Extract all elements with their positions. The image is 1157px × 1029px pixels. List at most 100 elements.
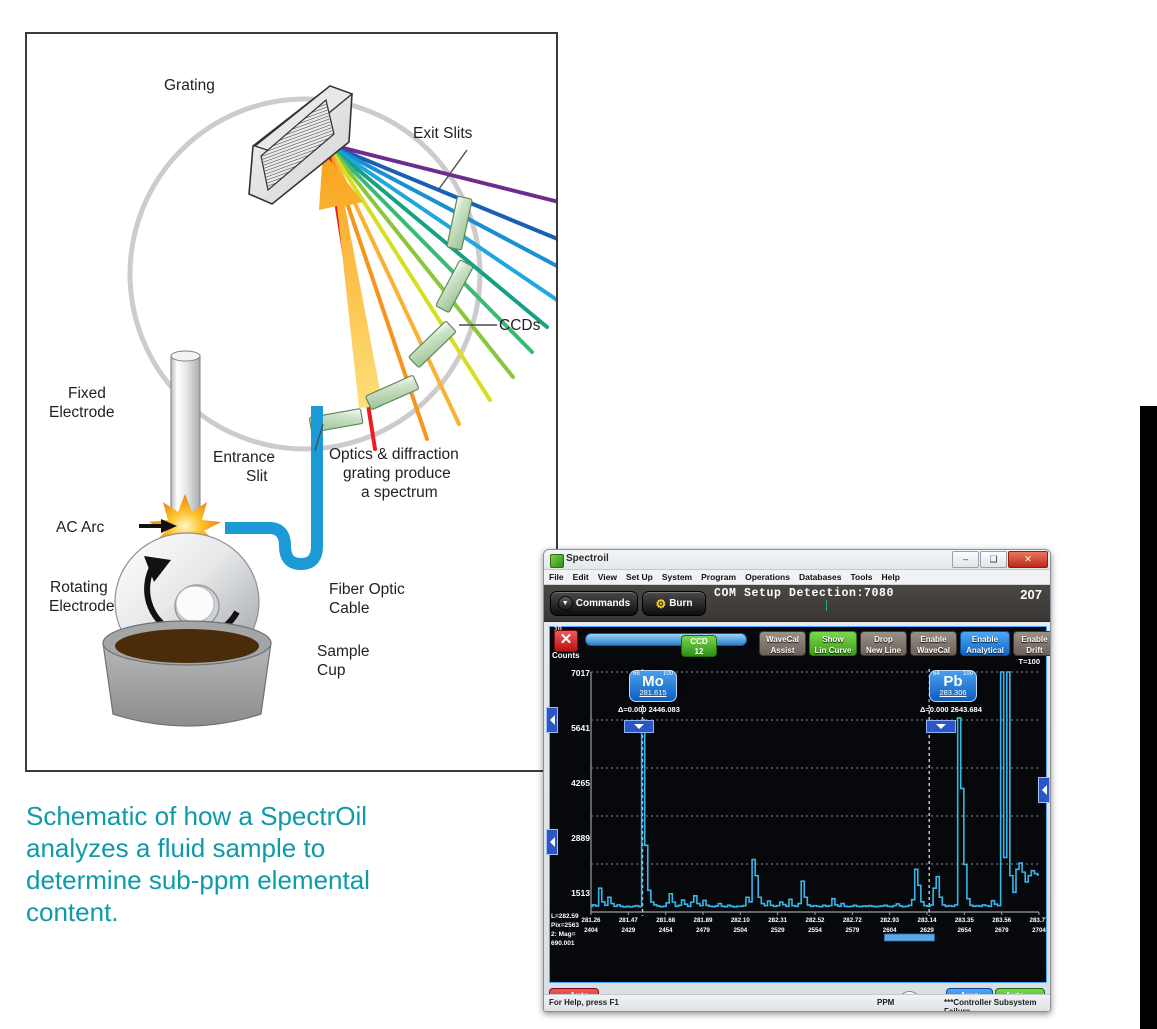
- marker-pb-delta: Δ=0.000 2643.684: [920, 705, 982, 714]
- marker-pb-right-sup: 100: [962, 671, 973, 677]
- enable-drift-line2: Drift: [1026, 646, 1043, 655]
- menu-item-edit[interactable]: Edit: [572, 572, 589, 582]
- enable-analytical-line2: Analytical: [966, 646, 1004, 655]
- cursor-readout-wavelength: L=282.59: [551, 913, 579, 920]
- close-button[interactable]: ✕: [1008, 551, 1048, 568]
- svg-text:2404: 2404: [584, 927, 598, 934]
- rotating-electrode-label-2: Electrode: [49, 598, 114, 615]
- statusbar: For Help, press F1 PPM ***Controller Sub…: [544, 994, 1050, 1011]
- counts-exponent-label: 10: [554, 626, 562, 633]
- y-tick-4265: 4265: [571, 778, 590, 788]
- caption-line-2: analyzes a fluid sample to: [26, 833, 326, 863]
- burn-button[interactable]: ⚙ Burn: [642, 591, 706, 616]
- ccd-selector-knob[interactable]: CCD 12: [681, 635, 717, 657]
- marker-mo-symbol: Mo: [642, 673, 664, 690]
- entrance-slit-leader: [314, 423, 324, 452]
- caption-line-3: determine sub-ppm elemental: [26, 865, 370, 895]
- header-text-cursor: [826, 600, 827, 611]
- burn-button-label: Burn: [669, 598, 693, 609]
- enable-wavecal-line1: Enable: [920, 635, 947, 644]
- app-icon: [550, 554, 564, 568]
- wavecal-assist-button[interactable]: WaveCal Assist: [759, 631, 806, 656]
- window-titlebar: Spectroil – ❑ ✕: [544, 550, 1050, 570]
- svg-text:282.93: 282.93: [880, 917, 899, 924]
- menu-item-tools[interactable]: Tools: [850, 572, 873, 582]
- enable-drift-line1: Enable: [1021, 635, 1048, 644]
- scroll-right-arrow[interactable]: [1038, 777, 1050, 803]
- drop-new-line-button[interactable]: Drop New Line: [860, 631, 907, 656]
- element-marker-pb[interactable]: 64 100 Pb 283.306: [929, 670, 977, 702]
- y-tick-1513: 1513: [571, 888, 590, 898]
- ccds-label: CCDs: [499, 317, 541, 334]
- spectrum-plot-svg: 281.26 2404 281.47 2429 281.68 2454 281.89 2479…: [582, 669, 1046, 942]
- minimize-button[interactable]: –: [952, 551, 979, 568]
- sample-cup-icon: [102, 620, 272, 727]
- header-detection-title: COM Setup Detection:7080: [714, 587, 895, 600]
- ac-arc-arrow: [139, 519, 177, 533]
- svg-text:283.14: 283.14: [918, 917, 937, 924]
- element-marker-mo[interactable]: 66 100 Mo 281.615: [629, 670, 677, 702]
- enable-analytical-button[interactable]: Enable Analytical: [960, 631, 1010, 656]
- enable-analytical-line1: Enable: [971, 635, 999, 644]
- menu-item-setup[interactable]: Set Up: [625, 572, 653, 582]
- svg-text:283.35: 283.35: [955, 917, 974, 924]
- entrance-slit-label-1: Entrance: [213, 449, 275, 466]
- menubar: File Edit View Set Up System Program Ope…: [544, 570, 1050, 585]
- commands-button[interactable]: ▼ Commands: [550, 591, 638, 616]
- close-icon[interactable]: ✕: [554, 630, 578, 652]
- svg-text:283.56: 283.56: [992, 917, 1011, 924]
- marker-mo-drag-tab[interactable]: [624, 720, 654, 733]
- enable-drift-button[interactable]: Enable Drift: [1013, 631, 1050, 656]
- marker-pb-wavelength: 283.306: [939, 688, 967, 697]
- menu-item-help[interactable]: Help: [881, 572, 900, 582]
- menu-item-operations[interactable]: Operations: [745, 572, 790, 582]
- svg-text:2654: 2654: [957, 927, 971, 934]
- scroll-left-arrow-top[interactable]: [546, 707, 558, 733]
- chevron-left-icon: [549, 715, 555, 725]
- y-tick-5641: 5641: [571, 723, 590, 733]
- menu-item-file[interactable]: File: [549, 572, 564, 582]
- enable-wavecal-button[interactable]: Enable WaveCal: [910, 631, 957, 656]
- drop-new-line-line2: New Line: [865, 646, 902, 655]
- right-edge-black-bar: [1140, 406, 1157, 1029]
- fixed-electrode-label-2: Electrode: [49, 404, 114, 421]
- counts-axis-label: Counts: [552, 651, 580, 660]
- menu-item-view[interactable]: View: [597, 572, 617, 582]
- svg-text:281.47: 281.47: [619, 917, 638, 924]
- header-band: ▼ Commands ⚙ Burn COM Setup Detection:70…: [544, 585, 1050, 622]
- optics-label-line3: a spectrum: [361, 484, 438, 501]
- menu-item-databases[interactable]: Databases: [798, 572, 842, 582]
- scroll-left-arrow-bottom[interactable]: [546, 829, 558, 855]
- rowland-circle: [127, 96, 483, 452]
- grating-label: Grating: [164, 77, 215, 94]
- ac-arc-label: AC Arc: [56, 519, 104, 536]
- fixed-electrode-icon: [170, 350, 201, 517]
- svg-text:283.77: 283.77: [1030, 917, 1046, 924]
- header-count-number: 207: [1020, 587, 1042, 602]
- spectrum-plot: 281.26 2404 281.47 2429 281.68 2454 281.89 2479…: [546, 667, 1050, 984]
- show-lin-curve-line2: Lin Curve: [814, 646, 852, 655]
- show-lin-curve-button[interactable]: Show Lin Curve: [809, 631, 857, 656]
- marker-pb-left-sup: 64: [933, 671, 940, 677]
- marker-pb-symbol: Pb: [943, 673, 963, 690]
- menu-item-program[interactable]: Program: [701, 572, 737, 582]
- ccd-array: [308, 195, 474, 433]
- y-tick-7017: 7017: [571, 668, 590, 678]
- ccd-selector-slider[interactable]: CCD 12: [585, 633, 747, 657]
- svg-text:2504: 2504: [733, 927, 747, 934]
- window-title: Spectroil: [566, 553, 609, 564]
- svg-text:281.68: 281.68: [656, 917, 675, 924]
- chevron-down-icon: [634, 724, 644, 729]
- rotating-electrode-label-1: Rotating: [50, 579, 108, 596]
- marker-pb-drag-tab[interactable]: [926, 720, 956, 733]
- menu-item-system[interactable]: System: [661, 572, 693, 582]
- caption-line-4: content.: [26, 897, 119, 927]
- chevron-left-icon: [549, 837, 555, 847]
- show-lin-curve-line1: Show: [822, 635, 844, 644]
- fiber-optic-label-1: Fiber Optic: [329, 581, 405, 598]
- entrance-beam-arrow: [319, 152, 383, 408]
- y-tick-2889: 2889: [571, 833, 590, 843]
- chevron-down-icon: [936, 724, 946, 729]
- grating-icon: [248, 85, 354, 205]
- maximize-button[interactable]: ❑: [980, 551, 1007, 568]
